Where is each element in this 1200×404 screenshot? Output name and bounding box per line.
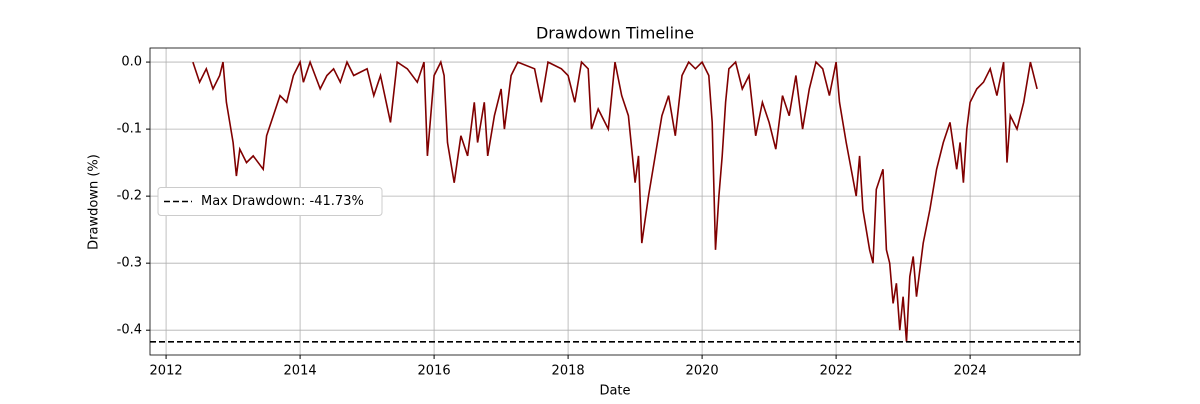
y-tick-label: 0.0 [121, 55, 142, 70]
y-axis-label: Drawdown (%) [87, 154, 102, 250]
x-tick-label: 2024 [954, 364, 987, 379]
legend-label: Max Drawdown: -41.73% [201, 194, 364, 209]
x-tick-label: 2012 [150, 364, 183, 379]
x-tick-label: 2018 [552, 364, 585, 379]
y-tick-label: -0.1 [117, 122, 142, 137]
x-axis-label: Date [599, 384, 630, 399]
chart-title: Drawdown Timeline [536, 24, 694, 43]
y-tick-label: -0.4 [117, 323, 142, 338]
drawdown-line [192, 59, 1038, 342]
x-tick-label: 2014 [284, 364, 317, 379]
y-tick-label: -0.2 [117, 189, 142, 204]
axes-frame [149, 47, 1081, 356]
x-tick-label: 2020 [686, 364, 719, 379]
x-tick-label: 2022 [820, 364, 853, 379]
x-tick-label: 2016 [418, 364, 451, 379]
legend-box [157, 187, 383, 216]
y-tick-label: -0.3 [117, 256, 142, 271]
